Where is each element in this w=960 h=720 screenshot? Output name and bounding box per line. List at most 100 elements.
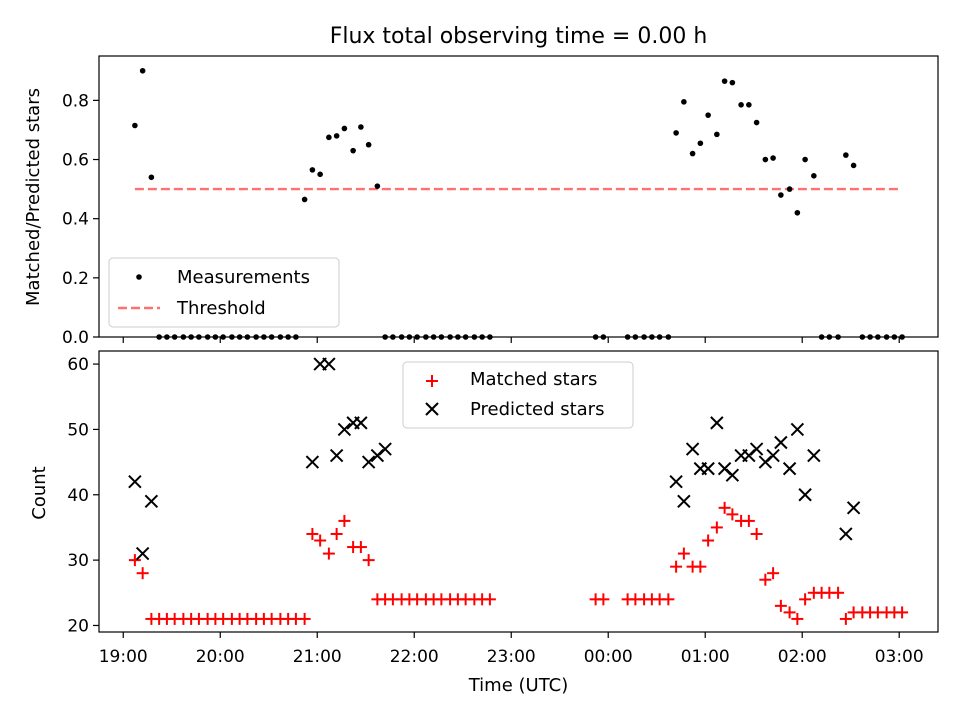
legend-threshold-label: Threshold bbox=[176, 298, 266, 319]
measurement-point bbox=[753, 119, 760, 126]
matched-star-point bbox=[896, 606, 909, 619]
measurement-point bbox=[132, 122, 138, 129]
bottom-y-tick-label: 60 bbox=[67, 355, 89, 375]
top-panel: Flux total observing time = 0.00 h Match… bbox=[23, 24, 939, 348]
predicted-star-point bbox=[128, 474, 142, 489]
predicted-star-point bbox=[807, 448, 821, 463]
matched-star-point bbox=[783, 606, 796, 619]
top-y-axis-label: Matched/Predicted stars bbox=[23, 88, 44, 306]
matched-star-point bbox=[791, 612, 804, 625]
predicted-star-point bbox=[337, 422, 352, 437]
legend-predicted-marker bbox=[425, 402, 439, 416]
measurement-point bbox=[714, 131, 720, 138]
predicted-star-point bbox=[685, 442, 700, 456]
top-y-ticks: 0.0 0.2 0.4 0.6 0.8 bbox=[62, 91, 99, 348]
matched-star-point bbox=[338, 514, 351, 527]
predicted-star-point bbox=[669, 474, 683, 489]
measurement-point bbox=[673, 130, 679, 136]
bottom-legend: Matched stars Predicted stars bbox=[402, 361, 634, 429]
bottom-y-tick-label: 30 bbox=[67, 551, 89, 571]
bottom-y-tick-label: 20 bbox=[67, 616, 89, 636]
matched-star-point bbox=[839, 612, 852, 625]
predicted-star-point bbox=[378, 442, 392, 456]
predicted-star-point bbox=[839, 527, 853, 541]
matched-star-point bbox=[742, 514, 755, 527]
matched-star-point bbox=[306, 527, 319, 540]
legend-matched-marker bbox=[426, 375, 438, 387]
measurement-point bbox=[689, 150, 696, 157]
matched-star-point bbox=[298, 612, 311, 625]
predicted-star-point bbox=[749, 442, 764, 456]
measurement-point bbox=[333, 133, 340, 139]
measurement-point bbox=[794, 209, 801, 216]
matched-star-point bbox=[799, 593, 812, 606]
bottom-y-ticks: 20 30 40 50 60 bbox=[67, 355, 99, 636]
top-y-tick-label: 0.6 bbox=[62, 151, 89, 171]
matched-star-point bbox=[774, 599, 787, 612]
measurement-point bbox=[721, 78, 728, 84]
matched-star-point bbox=[597, 593, 610, 606]
measurement-point bbox=[309, 167, 316, 173]
bottom-legend-box bbox=[402, 361, 634, 429]
bottom-x-ticks: 19:00 20:00 21:00 22:00 23:00 00:00 01:00 02:00… bbox=[99, 632, 924, 667]
measurement-points bbox=[132, 67, 905, 340]
x-tick-label: 00:00 bbox=[584, 647, 633, 667]
measurement-point bbox=[786, 186, 793, 192]
measurement-point bbox=[148, 174, 155, 181]
x-tick-label: 03:00 bbox=[875, 647, 924, 667]
predicted-star-point bbox=[354, 416, 368, 430]
measurement-point bbox=[850, 162, 857, 169]
top-y-tick-label: 0.0 bbox=[62, 328, 89, 348]
matched-star-point bbox=[718, 501, 731, 514]
measurement-point bbox=[811, 172, 817, 179]
predicted-star-point bbox=[725, 468, 740, 482]
measurement-point bbox=[843, 152, 849, 158]
matched-star-point bbox=[362, 554, 375, 567]
matched-star-point bbox=[677, 547, 690, 560]
top-y-tick-label: 0.8 bbox=[62, 91, 89, 111]
top-chart-title: Flux total observing time = 0.00 h bbox=[330, 24, 708, 49]
matched-star-point bbox=[314, 534, 327, 547]
legend-matched-label: Matched stars bbox=[470, 369, 597, 390]
top-legend-box bbox=[108, 257, 340, 328]
top-legend: Measurements Threshold bbox=[108, 257, 340, 328]
legend-measurements-marker bbox=[136, 274, 142, 280]
predicted-star-point bbox=[305, 455, 320, 469]
measurement-point bbox=[341, 125, 348, 132]
matched-star-point bbox=[670, 560, 683, 573]
bottom-y-tick-label: 50 bbox=[67, 420, 89, 440]
matched-star-point bbox=[710, 521, 723, 534]
top-x-ticks bbox=[122, 337, 900, 343]
x-tick-label: 22:00 bbox=[390, 647, 439, 667]
measurement-point bbox=[762, 156, 769, 163]
measurement-point bbox=[705, 112, 711, 118]
matched-star-points bbox=[128, 501, 909, 625]
predicted-star-point bbox=[135, 546, 150, 561]
predicted-star-point bbox=[846, 501, 861, 515]
predicted-star-point bbox=[766, 448, 780, 463]
legend-measurements-label: Measurements bbox=[177, 267, 310, 288]
measurement-point bbox=[697, 140, 704, 147]
predicted-star-point bbox=[701, 461, 715, 476]
x-tick-label: 23:00 bbox=[487, 647, 536, 667]
matched-star-point bbox=[750, 527, 763, 540]
matched-star-point bbox=[832, 586, 845, 599]
top-y-tick-label: 0.4 bbox=[62, 210, 89, 230]
x-tick-label: 20:00 bbox=[196, 647, 245, 667]
matched-star-point bbox=[759, 573, 772, 586]
measurement-point bbox=[770, 155, 776, 161]
matched-star-point bbox=[694, 560, 707, 573]
predicted-star-points bbox=[128, 357, 861, 561]
measurement-point bbox=[358, 124, 364, 130]
x-tick-label: 02:00 bbox=[778, 647, 827, 667]
predicted-star-point bbox=[361, 455, 376, 469]
x-tick-label: 19:00 bbox=[99, 647, 148, 667]
predicted-star-point bbox=[329, 448, 344, 463]
matched-star-point bbox=[702, 534, 715, 547]
predicted-star-point bbox=[322, 357, 336, 371]
measurement-point bbox=[317, 171, 323, 178]
matched-star-point bbox=[483, 593, 496, 606]
bottom-y-tick-label: 40 bbox=[67, 486, 89, 506]
bottom-axes-frame bbox=[98, 350, 939, 633]
